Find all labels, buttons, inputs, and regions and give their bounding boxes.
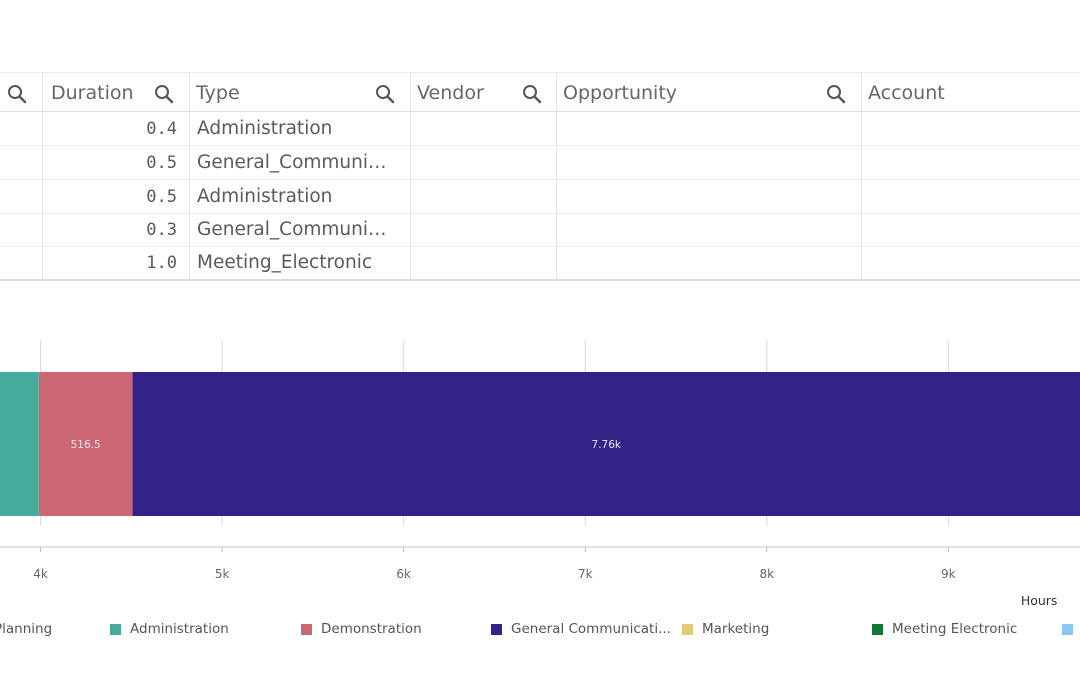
bar-segment[interactable] xyxy=(0,372,39,516)
column-label: Opportunity xyxy=(563,82,678,104)
column-label: Duration xyxy=(51,82,134,104)
search-icon[interactable] xyxy=(153,83,175,105)
x-tick-label: 4k xyxy=(33,567,48,581)
table-cell-type: Meeting_Electronic xyxy=(190,246,411,279)
legend-label: Administration xyxy=(130,621,229,637)
bar-value-label: 516.5 xyxy=(71,439,101,451)
x-tick-label: 8k xyxy=(760,567,775,581)
table-cell-opportunity xyxy=(557,180,862,213)
column-header-account[interactable]: Account xyxy=(862,73,1080,112)
cell-value: 1.0 xyxy=(146,253,177,273)
table-cell-opportunity xyxy=(557,112,862,145)
table-row[interactable]: 0.5 Administration xyxy=(0,180,1080,214)
table-cell-account xyxy=(862,112,1080,145)
column-label: Vendor xyxy=(417,82,484,104)
table-cell-duration: 1.0 xyxy=(43,246,190,279)
table-cell-vendor xyxy=(411,246,557,279)
table-row[interactable]: 0.3 General_Communicati... xyxy=(0,213,1080,247)
table-cell-duration: 0.4 xyxy=(43,112,190,145)
legend-swatch xyxy=(1062,624,1073,635)
x-tick-label: 7k xyxy=(578,567,593,581)
column-header-duration[interactable]: Duration xyxy=(43,73,190,112)
table-row[interactable]: 0.4 Administration xyxy=(0,112,1080,146)
x-tick-label: 5k xyxy=(215,567,230,581)
legend-swatch xyxy=(491,624,502,635)
legend-swatch xyxy=(301,624,312,635)
bar-segment[interactable] xyxy=(38,372,133,516)
cell-value: Administration xyxy=(197,118,333,139)
table-row[interactable]: 0.5 General_Communicati... xyxy=(0,146,1080,180)
cell-value: General_Communicati... xyxy=(197,152,393,173)
legend-label: Meeting Electronic xyxy=(892,621,1018,637)
table-cell-vendor xyxy=(411,112,557,145)
column-header-hidden[interactable] xyxy=(0,73,43,112)
legend-label: General Communicati... xyxy=(511,621,671,637)
x-axis-title: Hours xyxy=(1021,593,1058,608)
table-cell-account xyxy=(862,246,1080,279)
search-icon[interactable] xyxy=(6,83,28,105)
cell-value: 0.3 xyxy=(146,220,177,240)
column-label: Account xyxy=(868,82,945,104)
table-cell-opportunity xyxy=(557,246,862,279)
table-cell xyxy=(0,180,43,213)
table-cell-vendor xyxy=(411,180,557,213)
table-cell-duration: 0.5 xyxy=(43,146,190,179)
table-cell-type: Administration xyxy=(190,180,411,213)
table-cell xyxy=(0,146,43,179)
column-header-vendor[interactable]: Vendor xyxy=(411,73,557,112)
cell-value: 0.4 xyxy=(146,119,177,139)
cell-value: 0.5 xyxy=(146,187,177,207)
x-tick-label: 9k xyxy=(941,567,956,581)
table-cell-duration: 0.5 xyxy=(43,180,190,213)
chart-legend: Planning Administration Demonstration Ge… xyxy=(0,620,1080,642)
stacked-bar-chart: 516.57.76k2.67k4k5k6k7k8k9k10k11k12k13k1… xyxy=(0,320,1080,620)
table-cell xyxy=(0,213,43,246)
chart-canvas: 516.57.76k2.67k4k5k6k7k8k9k10k11k12k13k1… xyxy=(0,340,1080,608)
bar-segment[interactable] xyxy=(132,372,1080,516)
cell-value: Administration xyxy=(197,186,333,207)
column-header-type[interactable]: Type xyxy=(190,73,411,112)
table-cell xyxy=(0,112,43,145)
table-cell-account xyxy=(862,146,1080,179)
search-icon[interactable] xyxy=(521,83,543,105)
table-cell-duration: 0.3 xyxy=(43,213,190,246)
legend-label: Demonstration xyxy=(321,621,422,637)
table-cell-account xyxy=(862,180,1080,213)
table-cell-vendor xyxy=(411,213,557,246)
column-label: Type xyxy=(196,82,240,104)
legend-swatch xyxy=(682,624,693,635)
table-row[interactable]: 1.0 Meeting_Electronic xyxy=(0,246,1080,280)
legend-label: Planning xyxy=(0,621,53,637)
table-header-row: Duration Type Vendor Opportunity Account xyxy=(0,72,1080,112)
table-bottom-border xyxy=(0,279,1080,281)
x-tick-label: 6k xyxy=(396,567,411,581)
table-cell-type: General_Communicati... xyxy=(190,146,411,179)
column-header-opportunity[interactable]: Opportunity xyxy=(557,73,862,112)
search-icon[interactable] xyxy=(825,83,847,105)
cell-value: 0.5 xyxy=(146,153,177,173)
data-table: Duration Type Vendor Opportunity Account xyxy=(0,0,1080,300)
legend-swatch xyxy=(872,624,883,635)
search-icon[interactable] xyxy=(374,83,396,105)
table-cell-type: General_Communicati... xyxy=(190,213,411,246)
legend-label: Marketing xyxy=(702,621,770,637)
cell-value: Meeting_Electronic xyxy=(197,252,373,273)
legend-swatch xyxy=(110,624,121,635)
table-cell xyxy=(0,246,43,279)
bar-value-label: 7.76k xyxy=(592,439,622,451)
table-cell-vendor xyxy=(411,146,557,179)
table-cell-type: Administration xyxy=(190,112,411,145)
cell-value: General_Communicati... xyxy=(197,219,393,240)
table-cell-opportunity xyxy=(557,213,862,246)
table-cell-account xyxy=(862,213,1080,246)
table-cell-opportunity xyxy=(557,146,862,179)
